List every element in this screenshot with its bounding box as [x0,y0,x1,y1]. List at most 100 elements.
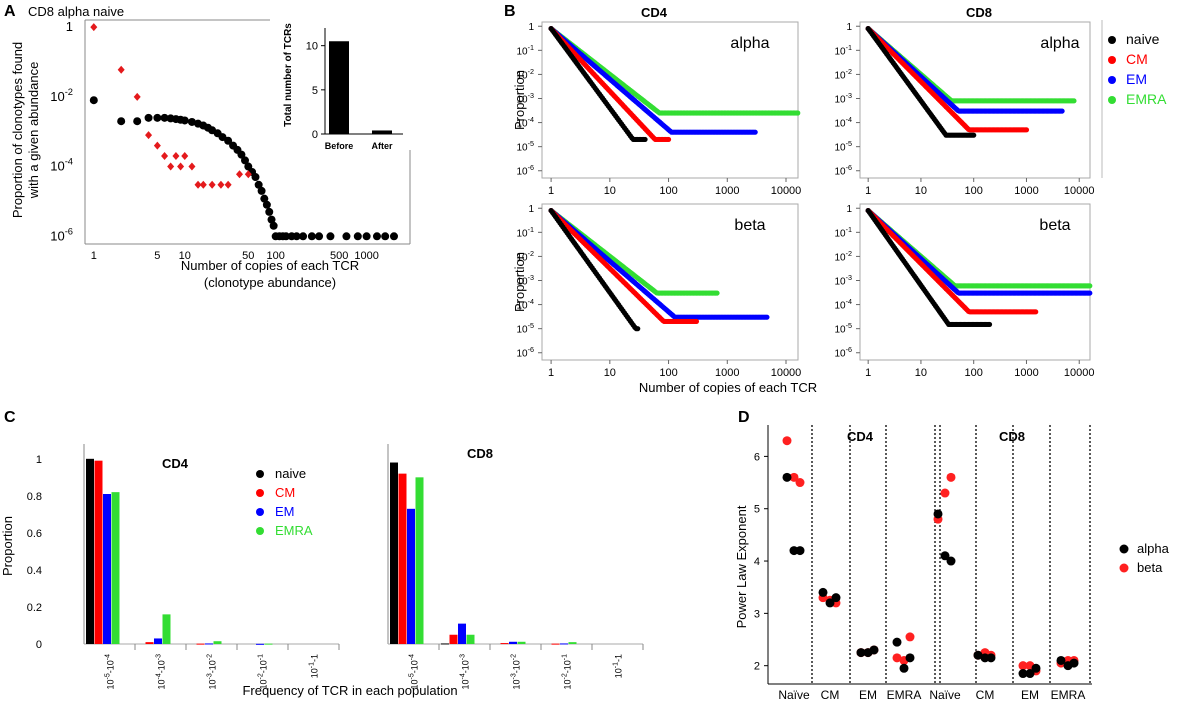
panel-d-ytick-label: 6 [754,451,760,463]
panel-c-xtick-label: 10-3-10-2 [511,654,522,690]
panel-b-xtick-label: 10000 [771,367,802,379]
panel-a-point-after [199,180,207,189]
panel-d-category-label: CM [976,688,995,702]
panel-c-xtick-label: 10-4-10-3 [156,654,167,690]
panel-b-point-naive [635,326,641,332]
panel-d-legend-marker [1119,544,1129,554]
panel-d-point-alpha [892,637,902,647]
panel-b-xlabel: Number of copies of each TCR [639,380,817,395]
panel-b-ytick-label: 10-1 [834,43,852,58]
panel-b-point-cm [1033,309,1039,315]
panel-c-bar-em [509,641,517,644]
panel-c-legend-label: EMRA [275,523,313,538]
panel-c-bar-em [205,643,213,645]
panel-a-point-after [181,152,189,161]
panel-a-point-before [389,232,398,241]
panel-b-legend-label: EM [1126,71,1147,87]
panel-a-point-before [260,194,269,203]
panel-c-legend-label: naive [275,466,306,481]
panel-a-ytick-label: 10-6 [50,226,73,243]
panel-a-ytick-label: 10-2 [50,87,73,104]
panel-d-point-alpha [795,546,805,556]
panel-c-bar-cm [449,634,458,644]
panel-d-point-beta [940,488,950,498]
panel-a-point-after [235,170,243,179]
panel-d-point-alpha [825,598,835,608]
panel-a-inset-ytick-label: 5 [312,85,318,97]
panel-a-xlabel-1: Number of copies of each TCR [181,258,359,273]
panel-c-bar-emra [415,477,424,644]
panel-a-point-after [117,65,125,74]
panel-c-bar-cm [500,643,509,645]
panel-d-point-alpha [818,587,828,597]
panel-a-point-before [372,232,381,241]
panel-c-bar-em [256,643,264,645]
panel-b-xtick-label: 100 [965,367,983,379]
panel-d-category-label: CM [821,688,840,702]
panel-label-c: C [4,409,16,426]
panel-d-point-alpha [1069,658,1079,668]
panel-a-point-before [307,232,316,241]
panel-d-category-label: EMRA [1051,688,1086,702]
panel-b-ytick-label: 10-2 [516,249,534,264]
panel-a-inset-ytick-label: 10 [306,41,318,53]
panel-d-point-alpha [946,556,956,566]
panel-a-point-before [292,232,301,241]
panel-b-xtick-label: 1 [548,185,554,197]
panel-a-inset-bar [372,130,392,134]
panel-b-ytick-label: 10-6 [834,345,852,360]
panel-c-xlabel: Frequency of TCR in each population [242,683,457,698]
panel-c-bar-em [407,508,415,644]
panel-a-ylabel-1: Proportion of clonotypes found [10,42,25,218]
panel-b-ytick-label: 1 [528,204,534,215]
panel-d-point-beta [892,653,902,663]
panel-a-point-before [133,117,142,126]
panel-b-xtick-label: 10000 [771,185,802,197]
panel-a-point-before [381,232,390,241]
panel-b-ytick-label: 1 [846,204,852,215]
panel-d-category-label: EM [1021,688,1039,702]
panel-b-ytick-label: 10-6 [516,163,534,178]
panel-b-ytick-label: 10-2 [834,249,852,264]
panel-c-legend-marker [256,508,264,516]
panel-d-ytick-label: 3 [754,608,760,620]
panel-d-point-beta [905,632,915,642]
panel-a-point-after [167,162,175,171]
panel-a-point-after [153,141,161,150]
panel-d-legend-marker [1119,563,1129,573]
panel-c-ytick-label: 0.2 [27,602,42,614]
panel-a-point-before [269,221,278,230]
panel-d-point-alpha [905,653,915,663]
panel-b-point-em [752,129,758,135]
panel-a-xtick-label: 500 [330,250,348,262]
panel-b-xtick-label: 1000 [1014,367,1038,379]
panel-d-ylabel: Power Law Exponent [734,505,749,628]
panel-d-point-alpha [899,663,909,673]
panel-c-bar-cm [94,460,103,644]
panel-b-ytick-label: 10-6 [516,345,534,360]
panel-d-point-alpha [973,650,983,660]
panel-b-frame [541,203,799,361]
panel-a-point-after [208,180,216,189]
panel-a-inset-ytick-label: 0 [312,129,318,141]
panel-a-inset-ylabel: Total number of TCRs [283,23,294,127]
panel-b-xtick-label: 1 [865,185,871,197]
panel-c-bar-em [560,643,568,645]
panel-d-point-alpha [869,645,879,655]
panel-a-point-before [265,207,274,216]
panel-d-category-label: Naïve [929,688,961,702]
panel-c-bar-naive [390,462,398,644]
panel-b: 1 10 100 1000 10000 1 10-1 10-2 10-3 10-4 10-5 10-6… [516,20,1167,379]
panel-a-xtick-label: 5 [154,250,160,262]
panel-a-point-after [217,180,225,189]
panel-c-bar-emra [517,641,526,644]
panel-a-point-before [237,150,246,159]
panel-d-category-label: EM [859,688,877,702]
panel-b-xtick-label: 10000 [1064,367,1095,379]
panel-a-point-before [262,200,271,209]
panel-a-point-before [362,232,371,241]
panel-a-title: CD8 alpha naive [28,4,124,19]
panel-a-point-before [187,117,196,126]
panel-c-xtick-label: 10-5-10-4 [105,654,116,690]
panel-a-inset-bar [329,41,349,134]
